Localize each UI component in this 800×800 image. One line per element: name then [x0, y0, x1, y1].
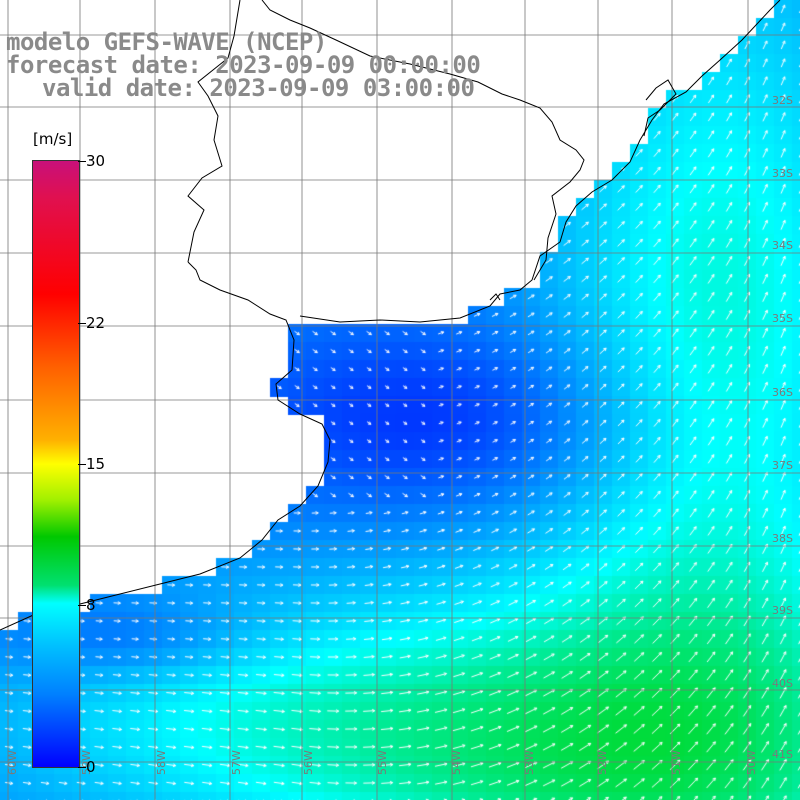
colorbar-tick-mark — [78, 464, 86, 465]
colorbar-tick-label: 8 — [86, 596, 96, 615]
colorbar-unit: [m/s] — [33, 130, 73, 148]
latitude-label: 36S — [772, 386, 793, 399]
lagoon-border — [643, 79, 677, 137]
colorbar-tick-mark — [78, 767, 86, 768]
coast-uruguay-brazil — [299, 0, 781, 323]
valid-date: valid date: 2023-09-09 03:00:00 — [42, 74, 475, 102]
longitude-label: 52W — [596, 750, 609, 775]
latitude-label: 40S — [772, 677, 793, 690]
longitude-label: 55W — [376, 750, 389, 775]
longitude-label: 50W — [745, 750, 758, 775]
forecast-date: forecast date: 2023-09-09 00:00:00 — [6, 51, 481, 79]
coast-argentina-uruguay — [0, 261, 331, 631]
latitude-label: 34S — [772, 239, 793, 252]
longitude-label: 60W — [6, 750, 19, 775]
border-uruguay-brazil — [261, 0, 585, 281]
model-title: modelo GEFS-WAVE (NCEP) — [6, 28, 327, 56]
longitude-label: 56W — [302, 750, 315, 775]
colorbar-tick-mark — [78, 161, 86, 162]
colorbar-tick-label: 30 — [86, 152, 106, 170]
longitude-label: 59W — [80, 750, 93, 775]
latitude-label: 33S — [772, 167, 793, 180]
coast-river-upper — [187, 0, 241, 263]
latitude-label: 32S — [772, 94, 793, 107]
longitude-label: 51W — [670, 750, 683, 775]
latitude-label: 38S — [772, 532, 793, 545]
longitude-label: 53W — [523, 750, 536, 775]
latitude-labels: 32S 33S 34S 35S 36S 37S 38S 39S 40S 41S — [772, 94, 793, 761]
longitude-labels: 60W 59W 58W 57W 56W 55W 54W 53W 52W 51W 50W — [6, 750, 758, 775]
latitude-label: 39S — [772, 604, 793, 617]
colorbar-tick-label: 0 — [86, 758, 96, 776]
colorbar-tick-label: 15 — [86, 455, 106, 473]
latitude-label: 41S — [772, 748, 793, 761]
river-mouth-detail — [489, 293, 501, 301]
longitude-label: 54W — [450, 750, 463, 775]
colorbar-tick-mark — [78, 322, 86, 324]
longitude-label: 57W — [230, 750, 243, 775]
longitude-label: 58W — [155, 750, 168, 775]
colorbar-tick-label: 22 — [86, 313, 106, 332]
latitude-label: 35S — [772, 312, 793, 325]
colorbar-tick-mark — [78, 605, 86, 607]
coastline — [0, 0, 781, 631]
latitude-label: 37S — [772, 459, 793, 472]
colorbar — [32, 160, 80, 768]
